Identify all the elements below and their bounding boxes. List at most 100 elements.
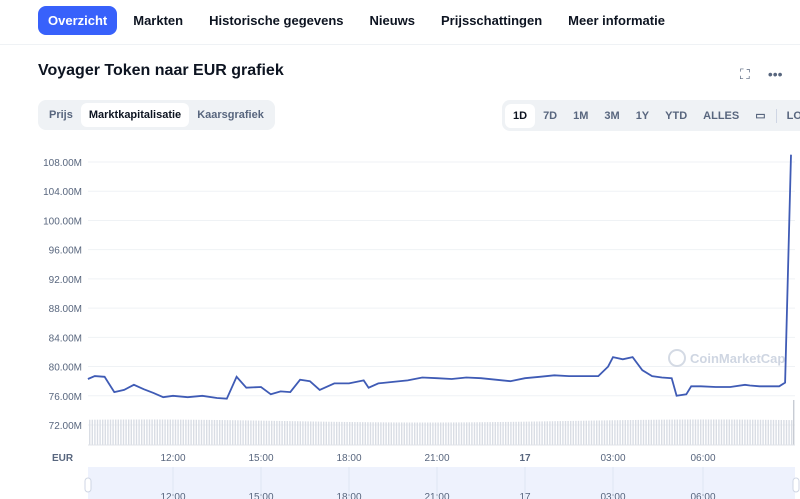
volume-bar bbox=[791, 420, 793, 445]
navigator-tick-label: 17 bbox=[519, 492, 531, 499]
fullscreen-icon[interactable]: ⛶ bbox=[740, 66, 750, 82]
volume-bar bbox=[128, 419, 130, 445]
volume-bar bbox=[401, 422, 403, 445]
volume-bar bbox=[700, 419, 702, 445]
tab-prijsschattingen[interactable]: Prijsschattingen bbox=[441, 13, 543, 28]
volume-bar bbox=[622, 420, 624, 445]
navigator-handle-left[interactable] bbox=[84, 477, 92, 493]
volume-bar bbox=[619, 420, 621, 445]
volume-bar bbox=[440, 422, 442, 445]
volume-bar bbox=[260, 420, 262, 445]
volume-bar bbox=[354, 422, 356, 445]
volume-bar bbox=[304, 421, 307, 445]
tab-overzicht[interactable]: Overzicht bbox=[38, 6, 118, 35]
tab-nieuws[interactable]: Nieuws bbox=[369, 13, 416, 28]
volume-bar bbox=[562, 421, 564, 445]
volume-bar bbox=[289, 421, 291, 445]
volume-bar bbox=[258, 420, 260, 445]
chart-type-marktkapitalisatie[interactable]: Marktkapitalisatie bbox=[80, 103, 190, 127]
volume-bar bbox=[385, 422, 387, 445]
volume-bar bbox=[94, 419, 96, 445]
volume-bar bbox=[104, 419, 106, 445]
calendar-icon[interactable]: ▭ bbox=[755, 110, 766, 122]
more-icon[interactable]: ••• bbox=[767, 66, 783, 82]
volume-bar bbox=[606, 420, 608, 445]
log-toggle[interactable]: LOG bbox=[786, 109, 800, 122]
volume-bar bbox=[718, 419, 720, 445]
range-1y[interactable]: 1Y bbox=[635, 109, 650, 122]
volume-bar bbox=[720, 419, 723, 445]
volume-bar bbox=[96, 419, 99, 445]
volume-bar bbox=[759, 419, 762, 445]
volume-bar bbox=[432, 422, 434, 445]
navigator-handle-right[interactable] bbox=[792, 477, 800, 493]
volume-bar bbox=[172, 419, 174, 445]
volume-bar bbox=[674, 419, 676, 445]
volume-bar bbox=[356, 422, 359, 445]
volume-bar bbox=[598, 420, 600, 445]
range-7d[interactable]: 7D bbox=[543, 109, 558, 122]
tab-historische-gegevens[interactable]: Historische gegevens bbox=[209, 13, 344, 28]
y-tick-label: 92.00M bbox=[49, 275, 82, 286]
volume-bar bbox=[637, 419, 639, 445]
x-tick-label: 06:00 bbox=[690, 453, 715, 464]
volume-bar bbox=[752, 419, 754, 445]
volume-bar bbox=[187, 419, 190, 445]
volume-bar bbox=[252, 420, 255, 445]
tab-meer-informatie[interactable]: Meer informatie bbox=[568, 13, 665, 28]
navigator-tick-label: 03:00 bbox=[600, 492, 625, 499]
y-tick-label: 76.00M bbox=[49, 392, 82, 403]
chart-type-kaarsgrafiek[interactable]: Kaarsgrafiek bbox=[197, 109, 264, 121]
volume-bar bbox=[151, 419, 153, 445]
volume-bar bbox=[167, 419, 169, 445]
volume-bar bbox=[416, 422, 418, 445]
volume-bar bbox=[143, 419, 145, 445]
volume-bar bbox=[364, 422, 366, 445]
volume-bar bbox=[557, 421, 559, 445]
volume-bar bbox=[99, 419, 101, 445]
volume-bar bbox=[728, 419, 730, 445]
volume-bar bbox=[494, 422, 496, 445]
range-1d[interactable]: 1D bbox=[505, 103, 536, 128]
volume-bar bbox=[538, 421, 541, 445]
volume-bar bbox=[245, 420, 247, 445]
chart-type-prijs[interactable]: Prijs bbox=[49, 109, 73, 121]
volume-bar bbox=[154, 419, 156, 445]
volume-bar bbox=[707, 419, 710, 445]
range-ytd[interactable]: YTD bbox=[665, 109, 688, 122]
volume-bar bbox=[666, 419, 668, 445]
volume-bar bbox=[317, 421, 320, 445]
volume-bar bbox=[596, 420, 598, 445]
volume-bar bbox=[174, 419, 177, 445]
range-alles[interactable]: ALLES bbox=[703, 109, 740, 122]
volume-bar bbox=[148, 419, 151, 445]
volume-bar bbox=[512, 421, 515, 445]
volume-bar bbox=[648, 419, 650, 445]
divider bbox=[775, 108, 777, 123]
volume-bar bbox=[89, 419, 91, 445]
volume-bar bbox=[624, 420, 626, 445]
volume-bar bbox=[731, 419, 733, 445]
volume-bar bbox=[130, 419, 132, 445]
volume-bar bbox=[403, 422, 405, 445]
volume-bar bbox=[575, 420, 577, 445]
volume-bar bbox=[294, 421, 296, 445]
range-3m[interactable]: 3M bbox=[604, 109, 620, 122]
volume-bar bbox=[164, 419, 166, 445]
volume-bar bbox=[276, 420, 278, 445]
volume-bar bbox=[528, 421, 530, 445]
x-tick-label: 21:00 bbox=[424, 453, 449, 464]
volume-bar bbox=[377, 422, 379, 445]
volume-bar bbox=[372, 422, 374, 445]
volume-bar bbox=[749, 419, 751, 445]
volume-bar bbox=[442, 422, 444, 445]
watermark: CoinMarketCap bbox=[690, 351, 785, 366]
volume-bar bbox=[216, 419, 218, 445]
volume-bar bbox=[588, 420, 590, 445]
volume-bar bbox=[515, 421, 517, 445]
range-1m[interactable]: 1M bbox=[573, 109, 589, 122]
volume-bar bbox=[242, 420, 244, 445]
volume-bar bbox=[710, 419, 712, 445]
tab-markten[interactable]: Markten bbox=[133, 13, 184, 28]
